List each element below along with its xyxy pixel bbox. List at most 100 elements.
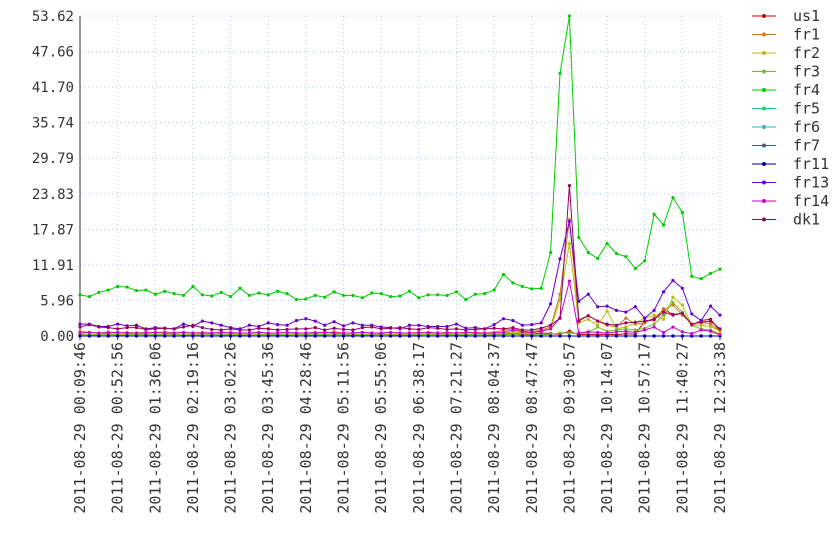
y-tick-label: 0.00 <box>40 329 74 345</box>
legend-label: us1 <box>793 7 820 25</box>
point <box>172 334 176 338</box>
point <box>633 305 637 309</box>
legend-marker <box>762 143 766 148</box>
point <box>624 310 628 314</box>
point <box>548 327 553 331</box>
point <box>351 328 355 332</box>
point <box>172 331 176 335</box>
point <box>473 292 477 296</box>
point <box>304 334 308 338</box>
point <box>596 319 600 323</box>
point <box>388 330 393 335</box>
point <box>454 331 459 335</box>
point <box>436 334 440 338</box>
point <box>548 334 553 338</box>
point <box>426 334 430 338</box>
point <box>586 334 590 338</box>
legend-marker <box>762 125 766 129</box>
point <box>454 290 459 294</box>
x-tick-label: 2011-08-29 07:21:27 <box>447 342 465 514</box>
point <box>567 241 572 246</box>
point <box>163 326 167 330</box>
point <box>577 235 581 240</box>
point <box>426 293 430 297</box>
point <box>530 334 534 338</box>
point <box>257 330 261 335</box>
point <box>708 334 713 338</box>
point <box>624 334 628 338</box>
point <box>360 330 364 335</box>
point <box>116 327 120 331</box>
point <box>454 334 459 338</box>
point <box>577 299 581 303</box>
y-tick-label: 5.96 <box>40 293 74 309</box>
point <box>614 334 619 338</box>
point <box>464 334 468 338</box>
point <box>332 331 336 335</box>
point <box>605 334 609 338</box>
series-line <box>80 221 721 330</box>
y-tick-label: 47.66 <box>32 45 74 61</box>
point <box>125 334 129 338</box>
point <box>605 331 609 335</box>
point <box>125 331 129 335</box>
point <box>163 331 167 335</box>
point <box>661 330 666 335</box>
point <box>238 328 242 332</box>
point <box>247 331 252 335</box>
point <box>652 317 656 321</box>
legend-label: fr3 <box>793 63 820 81</box>
point <box>708 322 713 326</box>
legend-label: fr11 <box>793 155 829 173</box>
point <box>520 323 524 327</box>
point <box>652 313 656 317</box>
point <box>351 293 355 298</box>
point <box>699 320 703 324</box>
point <box>577 331 581 335</box>
point <box>699 277 703 281</box>
point <box>78 331 82 335</box>
legend-marker <box>762 162 766 166</box>
point <box>671 295 675 299</box>
point <box>680 286 684 290</box>
point <box>436 331 440 335</box>
legend-label: fr4 <box>793 81 820 99</box>
point <box>313 334 317 338</box>
point <box>624 255 628 259</box>
point <box>116 284 120 289</box>
series-line <box>80 243 721 335</box>
point <box>643 334 647 338</box>
x-tick-label: 2011-08-29 00:52:56 <box>109 342 127 514</box>
point <box>690 322 694 326</box>
point <box>473 331 477 335</box>
point <box>624 327 628 331</box>
point <box>483 292 487 296</box>
point <box>539 326 543 330</box>
point <box>605 241 609 246</box>
point <box>407 323 412 327</box>
point <box>398 334 402 338</box>
point <box>144 331 148 335</box>
point <box>200 334 204 338</box>
point <box>313 319 317 323</box>
y-tick-label: 41.70 <box>32 80 74 96</box>
point <box>172 292 176 296</box>
point <box>501 330 506 335</box>
point <box>501 272 506 277</box>
point <box>407 334 412 338</box>
point <box>436 293 440 297</box>
point <box>191 323 195 327</box>
point <box>97 331 101 335</box>
point <box>417 331 421 335</box>
point <box>511 328 515 332</box>
point <box>661 290 666 294</box>
point <box>78 325 82 329</box>
point <box>501 327 506 331</box>
point <box>266 293 270 297</box>
point <box>247 328 252 332</box>
point <box>661 317 666 321</box>
point <box>351 334 355 338</box>
point <box>407 331 412 335</box>
point <box>304 297 308 301</box>
point <box>633 328 637 332</box>
